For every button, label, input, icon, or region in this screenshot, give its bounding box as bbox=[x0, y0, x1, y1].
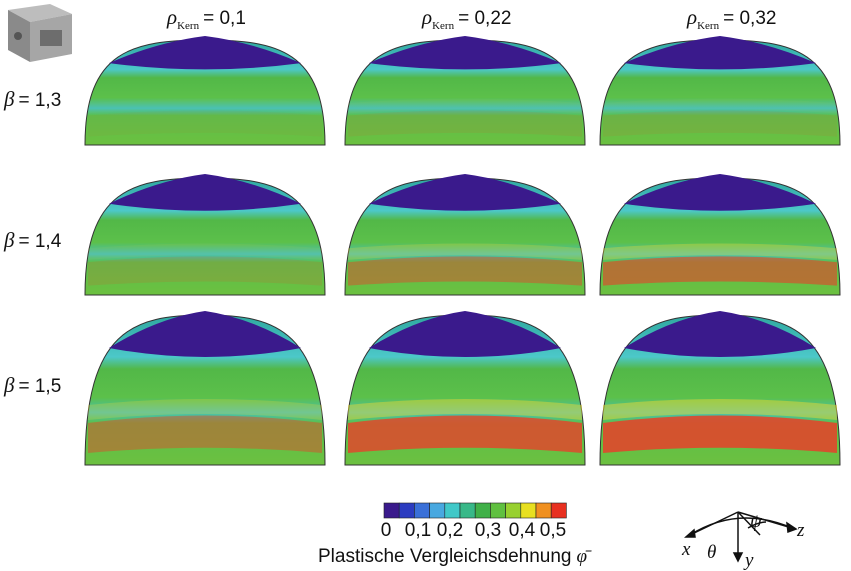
symbol: φ̄ bbox=[577, 546, 593, 567]
subscript: Kern bbox=[697, 20, 719, 32]
color-swatch bbox=[459, 502, 476, 519]
labels: ρKern = 0,1 ρKern = 0,22 ρKern = 0,32β = 1,3β =… bbox=[3, 5, 805, 571]
dome bbox=[599, 36, 841, 146]
color-swatch bbox=[398, 502, 415, 519]
strain-band bbox=[603, 399, 837, 420]
legend-tick-label: 0,4 bbox=[509, 520, 536, 541]
value: = 0,22 bbox=[458, 8, 511, 29]
color-swatch bbox=[414, 502, 430, 519]
color-swatch bbox=[444, 502, 461, 519]
row-label: β = 1,5 bbox=[3, 373, 61, 397]
column-label: ρKern = 0,1 bbox=[166, 5, 246, 32]
dome-cap bbox=[624, 36, 816, 70]
strain-band bbox=[348, 415, 582, 453]
strain-band bbox=[88, 243, 322, 260]
value: = 1,4 bbox=[18, 231, 61, 252]
value: = 1,3 bbox=[18, 90, 61, 111]
strain-band bbox=[88, 110, 322, 137]
color-legend: 0 0,1 0,2 0,3 0,4 0,5 Plastische Vergleichsdeh… bbox=[318, 502, 592, 567]
dome bbox=[344, 36, 586, 146]
strain-band bbox=[348, 110, 582, 137]
strain-band bbox=[603, 415, 837, 453]
color-swatch bbox=[550, 502, 567, 519]
dome-cap bbox=[109, 311, 301, 357]
dome bbox=[599, 311, 841, 466]
dome bbox=[599, 174, 841, 296]
strain-band bbox=[348, 98, 582, 114]
value: = 1,5 bbox=[18, 376, 61, 397]
dome-cap bbox=[109, 174, 301, 211]
color-swatch bbox=[505, 502, 522, 519]
dome-cap bbox=[369, 36, 561, 70]
strain-band bbox=[348, 399, 582, 420]
legend-title: Plastische Vergleichsdehnung φ̄ bbox=[318, 546, 592, 567]
dome-cap bbox=[369, 311, 561, 357]
dome-cap bbox=[369, 174, 561, 211]
strain-band bbox=[603, 110, 837, 137]
legend-tick-label: 0 bbox=[381, 520, 392, 541]
legend-tick-label: 0,5 bbox=[540, 520, 566, 541]
strain-band bbox=[88, 399, 322, 420]
symbol: β bbox=[3, 228, 15, 252]
title: Plastische Vergleichsdehnung bbox=[318, 546, 572, 567]
dome bbox=[84, 36, 326, 146]
dome bbox=[84, 311, 326, 466]
coordinate-system bbox=[684, 511, 798, 563]
strain-band bbox=[348, 243, 582, 260]
subscript: Kern bbox=[177, 20, 199, 32]
legend-tick-label: 0,2 bbox=[437, 520, 463, 541]
legend-tick-label: 0,1 bbox=[405, 520, 431, 541]
value: = 0,32 bbox=[723, 8, 776, 29]
symbol: ρ bbox=[166, 5, 177, 29]
color-swatch bbox=[490, 502, 506, 519]
color-swatch bbox=[474, 502, 491, 519]
dome bbox=[344, 174, 586, 296]
axis-label: x bbox=[681, 539, 691, 560]
dome-cap bbox=[624, 311, 816, 357]
simulation-results bbox=[84, 36, 841, 466]
column-label: ρKern = 0,32 bbox=[686, 5, 776, 32]
color-swatch bbox=[383, 502, 400, 519]
symbol: β bbox=[3, 87, 15, 111]
dome bbox=[84, 174, 326, 296]
part-icon bbox=[8, 4, 72, 62]
color-swatch bbox=[429, 502, 446, 519]
strain-band bbox=[603, 243, 837, 260]
value: = 0,1 bbox=[203, 8, 246, 29]
strain-band bbox=[348, 256, 582, 286]
row-label: β = 1,4 bbox=[3, 228, 62, 252]
symbol: ρ bbox=[686, 5, 697, 29]
strain-band bbox=[88, 415, 322, 453]
color-swatch bbox=[520, 502, 537, 519]
color-swatch bbox=[535, 502, 552, 519]
subscript: Kern bbox=[432, 20, 454, 32]
column-label: ρKern = 0,22 bbox=[421, 5, 511, 32]
strain-band bbox=[603, 98, 837, 114]
row-label: β = 1,3 bbox=[3, 87, 61, 111]
symbol: β bbox=[3, 373, 15, 397]
dome-cap bbox=[109, 36, 301, 70]
axis-label: ψ bbox=[750, 511, 763, 532]
legend-tick-label: 0,3 bbox=[475, 520, 501, 541]
strain-band bbox=[88, 256, 322, 286]
axis-label: z bbox=[796, 520, 805, 541]
axis-label: y bbox=[743, 550, 754, 571]
strain-band bbox=[603, 256, 837, 286]
axis-label: θ bbox=[707, 542, 716, 563]
dome bbox=[344, 311, 586, 466]
symbol: ρ bbox=[421, 5, 432, 29]
dome-cap bbox=[624, 174, 816, 211]
